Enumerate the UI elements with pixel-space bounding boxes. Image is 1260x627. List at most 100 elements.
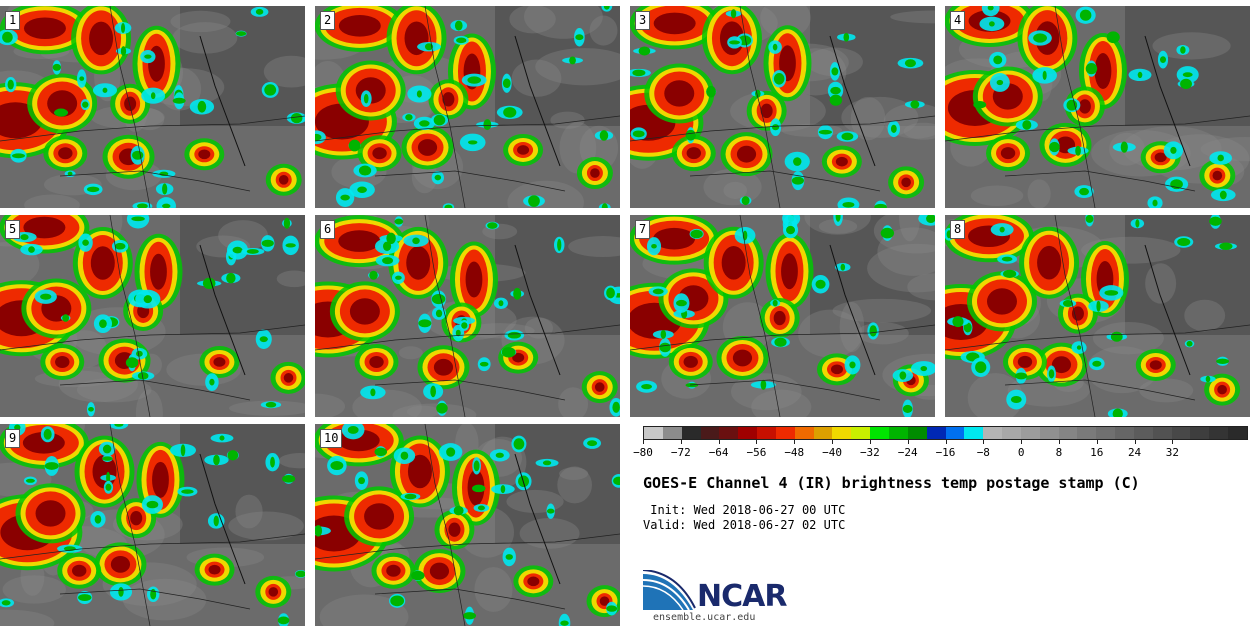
colorbar-cell bbox=[1096, 427, 1116, 439]
colorbar-tick-mark bbox=[832, 440, 834, 444]
colorbar-cell bbox=[1039, 427, 1059, 439]
colorbar-cell bbox=[1171, 427, 1191, 439]
postage-stamp-3: 3 bbox=[630, 6, 935, 208]
colorbar-cell bbox=[1133, 427, 1153, 439]
colorbar-tick-mark bbox=[1058, 440, 1060, 444]
postage-stamp-5: 5 bbox=[0, 215, 305, 417]
colorbar-tick-label: 32 bbox=[1165, 446, 1179, 459]
colorbar-cell bbox=[888, 427, 908, 439]
ir-satellite-map bbox=[0, 6, 305, 208]
stamp-number-label: 7 bbox=[635, 220, 651, 239]
colorbar-tick-label: 16 bbox=[1090, 446, 1104, 459]
colorbar-tick-mark bbox=[869, 440, 871, 444]
stamp-number-label: 6 bbox=[320, 220, 336, 239]
colorbar-cell bbox=[1190, 427, 1210, 439]
colorbar-cell bbox=[757, 427, 776, 439]
colorbar-tick-mark bbox=[983, 440, 985, 444]
colorbar bbox=[643, 426, 1248, 440]
colorbar-tick-mark bbox=[718, 440, 720, 444]
colorbar-cell bbox=[813, 427, 833, 439]
stamp-number-label: 3 bbox=[635, 11, 651, 30]
ir-satellite-map bbox=[0, 424, 305, 626]
colorbar-cell bbox=[1115, 427, 1134, 439]
colorbar-cell bbox=[738, 427, 758, 439]
ir-satellite-map bbox=[630, 215, 935, 417]
colorbar-cell bbox=[775, 427, 795, 439]
colorbar-cell bbox=[926, 427, 946, 439]
colorbar-tick-mark bbox=[794, 440, 796, 444]
figure-title: GOES-E Channel 4 (IR) brightness temp po… bbox=[643, 474, 1140, 492]
postage-stamp-7: 7 bbox=[630, 215, 935, 417]
postage-stamp-2: 2 bbox=[315, 6, 620, 208]
colorbar-tick-label: −32 bbox=[859, 446, 880, 459]
colorbar-tick-mark bbox=[945, 440, 947, 444]
colorbar-cell bbox=[700, 427, 720, 439]
colorbar-cell bbox=[983, 427, 1003, 439]
ir-satellite-map bbox=[315, 215, 620, 417]
logo-url: ensemble.ucar.edu bbox=[653, 612, 756, 623]
postage-stamp-9: 9 bbox=[0, 424, 305, 626]
colorbar-cell bbox=[964, 427, 984, 439]
colorbar-cell bbox=[719, 427, 739, 439]
colorbar-tick-label: −8 bbox=[976, 446, 990, 459]
colorbar-tick-mark bbox=[1172, 440, 1174, 444]
colorbar-tick-label: −56 bbox=[746, 446, 767, 459]
init-time: Init: Wed 2018-06-27 00 UTC bbox=[643, 503, 846, 517]
colorbar-tick-label: −24 bbox=[897, 446, 918, 459]
stamp-number-label: 8 bbox=[950, 220, 966, 239]
ir-satellite-map bbox=[945, 215, 1250, 417]
colorbar-cell bbox=[1152, 427, 1172, 439]
colorbar-cell bbox=[870, 427, 889, 439]
colorbar-tick-mark bbox=[643, 440, 644, 444]
stamp-number-label: 10 bbox=[320, 429, 343, 448]
postage-stamp-10: 10 bbox=[315, 424, 620, 626]
colorbar-cell bbox=[832, 427, 852, 439]
colorbar-ticks: −80 −72 −64 −56 −48 −40 −32 −24 −16 −8 0 8 16 24 32 bbox=[633, 440, 1248, 460]
colorbar-cell bbox=[1209, 427, 1229, 439]
colorbar-tick-mark bbox=[1134, 440, 1136, 444]
ir-satellite-map bbox=[630, 6, 935, 208]
colorbar-cell bbox=[681, 427, 701, 439]
colorbar-tick-label: −40 bbox=[822, 446, 842, 459]
ir-satellite-map bbox=[315, 424, 620, 626]
logo-wordmark: NCAR bbox=[697, 579, 787, 614]
colorbar-tick-label: −64 bbox=[708, 446, 729, 459]
stamp-number-label: 4 bbox=[950, 11, 966, 30]
colorbar-tick-label: −48 bbox=[784, 446, 805, 459]
colorbar-cell bbox=[1228, 427, 1247, 439]
colorbar-cell bbox=[644, 427, 663, 439]
postage-stamp-4: 4 bbox=[945, 6, 1250, 208]
ir-satellite-map bbox=[315, 6, 620, 208]
colorbar-cell bbox=[907, 427, 927, 439]
stamp-number-label: 5 bbox=[5, 220, 21, 239]
colorbar-tick-label: −80 bbox=[633, 446, 653, 459]
stamp-number-label: 1 bbox=[5, 11, 21, 30]
stamp-number-label: 9 bbox=[5, 429, 21, 448]
colorbar-tick-label: −16 bbox=[935, 446, 956, 459]
colorbar-tick-label: 8 bbox=[1055, 446, 1063, 459]
valid-time: Valid: Wed 2018-06-27 02 UTC bbox=[643, 518, 846, 532]
colorbar-cell bbox=[1077, 427, 1097, 439]
postage-stamp-8: 8 bbox=[945, 215, 1250, 417]
stamp-number-label: 2 bbox=[320, 11, 336, 30]
colorbar-tick-mark bbox=[1021, 440, 1023, 444]
colorbar-cell bbox=[945, 427, 965, 439]
colorbar-cell bbox=[1058, 427, 1078, 439]
colorbar-cell bbox=[1020, 427, 1040, 439]
colorbar-tick-label: −72 bbox=[670, 446, 691, 459]
ir-satellite-map bbox=[945, 6, 1250, 208]
postage-stamp-6: 6 bbox=[315, 215, 620, 417]
colorbar-tick-mark bbox=[907, 440, 909, 444]
colorbar-tick-label: 24 bbox=[1127, 446, 1142, 459]
postage-stamp-1: 1 bbox=[0, 6, 305, 208]
colorbar-tick-mark bbox=[756, 440, 758, 444]
colorbar-cell bbox=[794, 427, 814, 439]
colorbar-tick-mark bbox=[1096, 440, 1098, 444]
colorbar-cell bbox=[851, 427, 871, 439]
ir-satellite-map bbox=[0, 215, 305, 417]
colorbar-tick-label: 0 bbox=[1017, 446, 1025, 459]
ncar-logo-icon bbox=[643, 570, 696, 611]
colorbar-tick-mark bbox=[680, 440, 682, 444]
colorbar-cell bbox=[1002, 427, 1021, 439]
colorbar-cell bbox=[662, 427, 682, 439]
